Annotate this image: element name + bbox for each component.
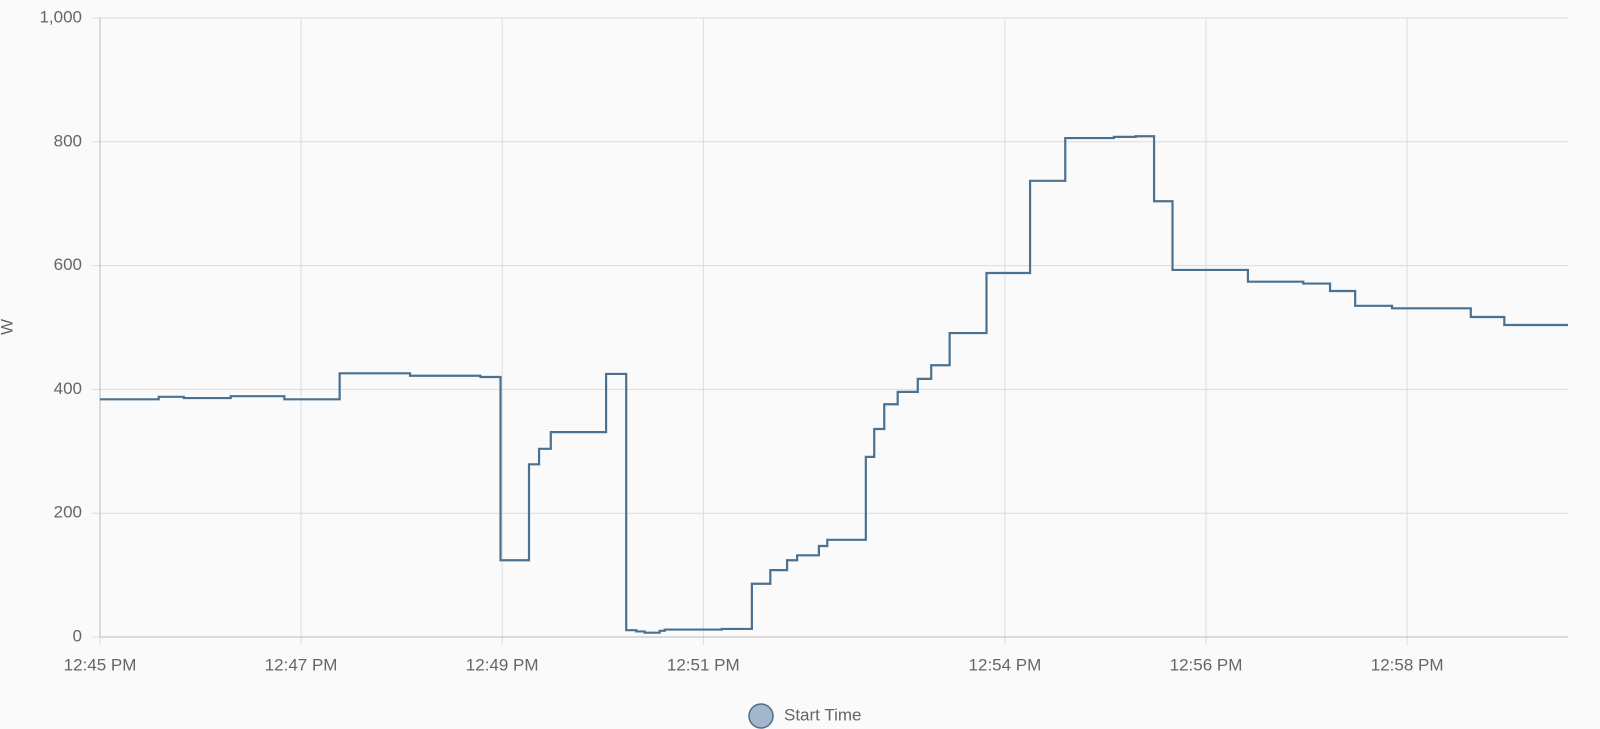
y-tick-label: 800 — [54, 131, 82, 150]
x-tick-label: 12:54 PM — [969, 655, 1042, 674]
legend-marker — [748, 703, 774, 729]
data-line — [100, 135, 1568, 634]
x-tick-label: 12:47 PM — [265, 655, 338, 674]
y-tick-label: 600 — [54, 255, 82, 274]
x-tick-label: 12:56 PM — [1170, 655, 1243, 674]
y-tick-label: 1,000 — [39, 7, 82, 26]
x-tick-label: 12:45 PM — [64, 655, 137, 674]
legend-label[interactable]: Start Time — [784, 705, 861, 724]
x-tick-label: 12:58 PM — [1371, 655, 1444, 674]
y-tick-label: 400 — [54, 379, 82, 398]
y-tick-label: 200 — [54, 503, 82, 522]
y-axis-label: W — [0, 319, 16, 335]
x-tick-label: 12:49 PM — [466, 655, 539, 674]
y-tick-label: 0 — [73, 626, 82, 645]
x-tick-label: 12:51 PM — [667, 655, 740, 674]
